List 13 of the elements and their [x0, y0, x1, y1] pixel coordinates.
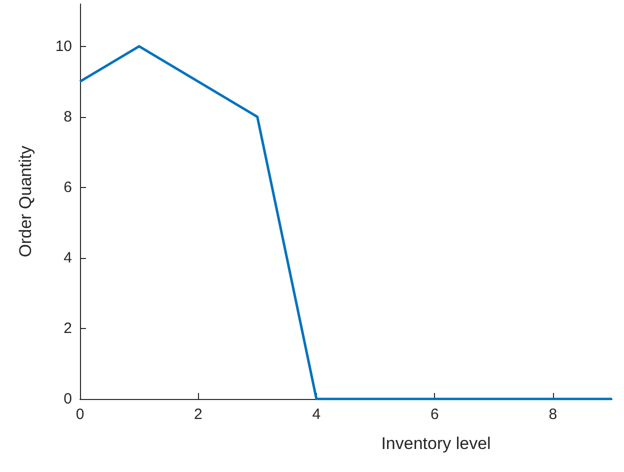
y-tick-label: 8	[64, 108, 72, 126]
y-tick-label: 2	[64, 320, 72, 337]
x-tick-label: 6	[430, 406, 439, 423]
x-tick-label: 0	[76, 406, 84, 423]
x-tick-label: 8	[548, 406, 558, 423]
y-tick-label: 6	[64, 178, 72, 196]
x-tick-label: 2	[194, 406, 202, 423]
y-tick-label: 0	[64, 390, 72, 408]
y-axis-title: Order Quantity	[16, 145, 35, 258]
x-tick-label: 4	[312, 406, 321, 423]
x-axis-title: Inventory level	[381, 434, 491, 453]
y-tick-label: 4	[64, 249, 72, 266]
y-tick-label: 10	[55, 38, 72, 55]
